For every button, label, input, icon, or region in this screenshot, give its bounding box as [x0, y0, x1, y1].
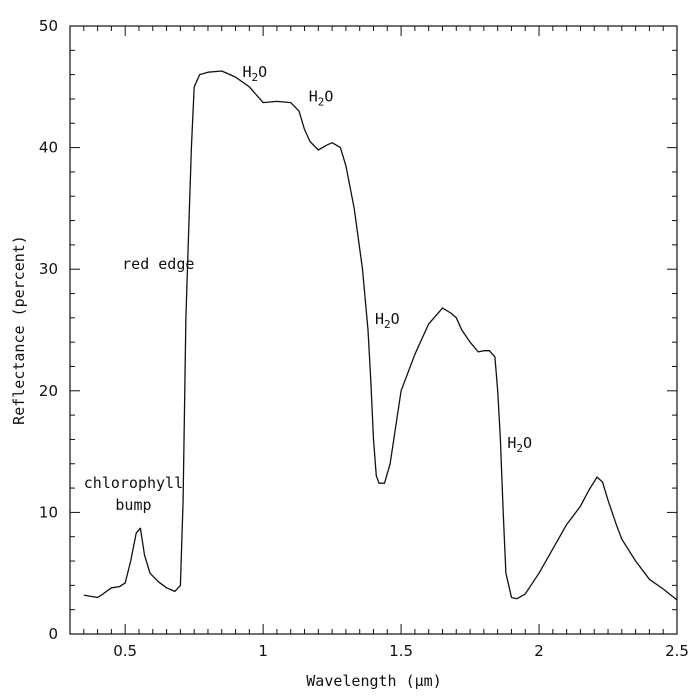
y-tick-label: 0	[48, 625, 58, 643]
annotation-h2o-1: H2O	[243, 63, 268, 84]
annotation-chlorophyll: bump	[115, 496, 151, 514]
reflectance-series-line	[83, 70, 678, 601]
y-tick-label: 30	[39, 260, 58, 278]
annotation-chlorophyll: chlorophyll	[84, 474, 183, 492]
x-tick-label: 0.5	[113, 642, 137, 660]
y-tick-label: 10	[39, 503, 58, 521]
annotation-red-edge: red edge	[122, 255, 194, 273]
annotation-h2o-3: H2O	[375, 310, 400, 331]
x-tick-label: 2.5	[665, 642, 689, 660]
x-tick-label: 1	[258, 642, 268, 660]
y-tick-label: 50	[39, 17, 58, 35]
x-axis-label: Wavelength (μm)	[306, 672, 441, 690]
y-tick-label: 20	[39, 382, 58, 400]
y-axis-label: Reflectance (percent)	[10, 235, 28, 425]
annotation-h2o-4: H2O	[507, 434, 532, 455]
x-tick-label: 1.5	[389, 642, 413, 660]
plot-frame	[69, 25, 678, 635]
annotation-h2o-2: H2O	[309, 87, 334, 108]
y-tick-label: 40	[39, 139, 58, 157]
x-tick-label: 2	[534, 642, 544, 660]
